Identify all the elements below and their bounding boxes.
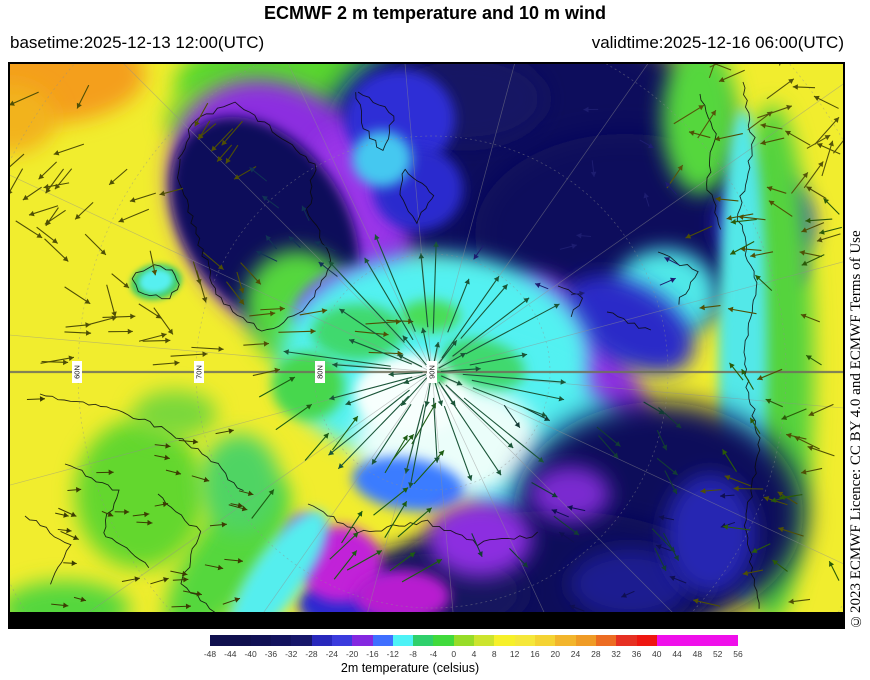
colorbar-tick-label: 32 — [611, 649, 621, 659]
colorbar-segment — [250, 635, 271, 646]
lat-label: 90N — [427, 361, 437, 383]
colorbar-caption: 2m temperature (celsius) — [340, 661, 480, 675]
colorbar-segment — [372, 635, 393, 646]
colorbar-segment — [514, 635, 535, 646]
colorbar-segment — [291, 635, 312, 646]
colorbar-tick-label: 20 — [550, 649, 560, 659]
colorbar-segment — [433, 635, 454, 646]
colorbar-tick-label: 40 — [652, 649, 662, 659]
colorbar-segment — [717, 635, 739, 646]
colorbar-segment — [392, 635, 414, 646]
colorbar-tick-label: 24 — [570, 649, 581, 659]
colorbar-segment — [270, 635, 292, 646]
colorbar-segment — [636, 635, 657, 646]
colorbar-tick-label: 44 — [672, 649, 682, 659]
colorbar-segment — [697, 635, 718, 646]
colorbar-tick-label: 12 — [509, 649, 520, 659]
colorbar-tick-label: -12 — [386, 649, 399, 659]
colorbar-segment — [616, 635, 637, 646]
colorbar-tick-label: 16 — [530, 649, 540, 659]
colorbar-tick-label: -36 — [264, 649, 278, 659]
temperature-colorbar — [210, 635, 739, 646]
svg-text:80N: 80N — [316, 365, 325, 379]
colorbar-segment — [595, 635, 617, 646]
map-canvas: 60N 70N 80N 90N — [10, 64, 843, 627]
colorbar-segment — [210, 635, 231, 646]
svg-text:90N: 90N — [428, 365, 437, 379]
colorbar-segment — [474, 635, 495, 646]
colorbar-tick-label: 4 — [471, 649, 477, 659]
svg-text:70N: 70N — [195, 365, 204, 379]
colorbar-segment — [352, 635, 373, 646]
colorbar-tick-label: 28 — [591, 649, 601, 659]
svg-text:60N: 60N — [73, 365, 82, 379]
colorbar-tick-label: -24 — [325, 649, 338, 659]
colorbar-segment — [331, 635, 353, 646]
colorbar-segment — [413, 635, 434, 646]
basetime-label: basetime:2025-12-13 12:00(UTC) — [10, 33, 265, 52]
colorbar-tick-label: 52 — [712, 649, 723, 659]
colorbar-tick-label: -8 — [409, 649, 417, 659]
validtime-label: validtime:2025-12-16 06:00(UTC) — [591, 33, 844, 52]
page-title: ECMWF 2 m temperature and 10 m wind — [263, 3, 607, 23]
colorbar-segment — [494, 635, 515, 646]
colorbar-tick-label: -32 — [285, 649, 298, 659]
copyright-vertical-text: ©2023 ECMWF Licence: CC BY 4.0 and ECMWF… — [848, 230, 864, 629]
colorbar-segment — [535, 635, 556, 646]
temperature-wind-map: 60N 70N 80N 90N — [8, 62, 845, 629]
lat-label: 60N — [72, 361, 82, 383]
colorbar-tick-label: 8 — [491, 649, 497, 659]
colorbar-tick-label: 48 — [692, 649, 703, 659]
colorbar-tick-label: 56 — [733, 649, 743, 659]
lat-label: 80N — [315, 361, 325, 383]
colorbar-segment — [453, 635, 475, 646]
colorbar-segment — [311, 635, 332, 646]
colorbar-segment — [555, 635, 576, 646]
colorbar-tick-label: -20 — [345, 649, 359, 659]
lat-label: 70N — [194, 361, 204, 383]
colorbar-tick-label: -16 — [366, 649, 379, 659]
colorbar-segment — [230, 635, 251, 646]
colorbar-tick-label: -4 — [429, 649, 438, 659]
colorbar-segment — [575, 635, 596, 646]
colorbar-segment — [656, 635, 678, 646]
colorbar-tick-label: -48 — [203, 649, 217, 659]
colorbar-tick-label: 36 — [631, 649, 642, 659]
colorbar-tick-label: -28 — [305, 649, 318, 659]
colorbar-segment — [677, 635, 698, 646]
colorbar-tick-label: -44 — [224, 649, 237, 659]
colorbar-tick-label: 0 — [451, 649, 457, 659]
colorbar-tick-label: -40 — [244, 649, 257, 659]
